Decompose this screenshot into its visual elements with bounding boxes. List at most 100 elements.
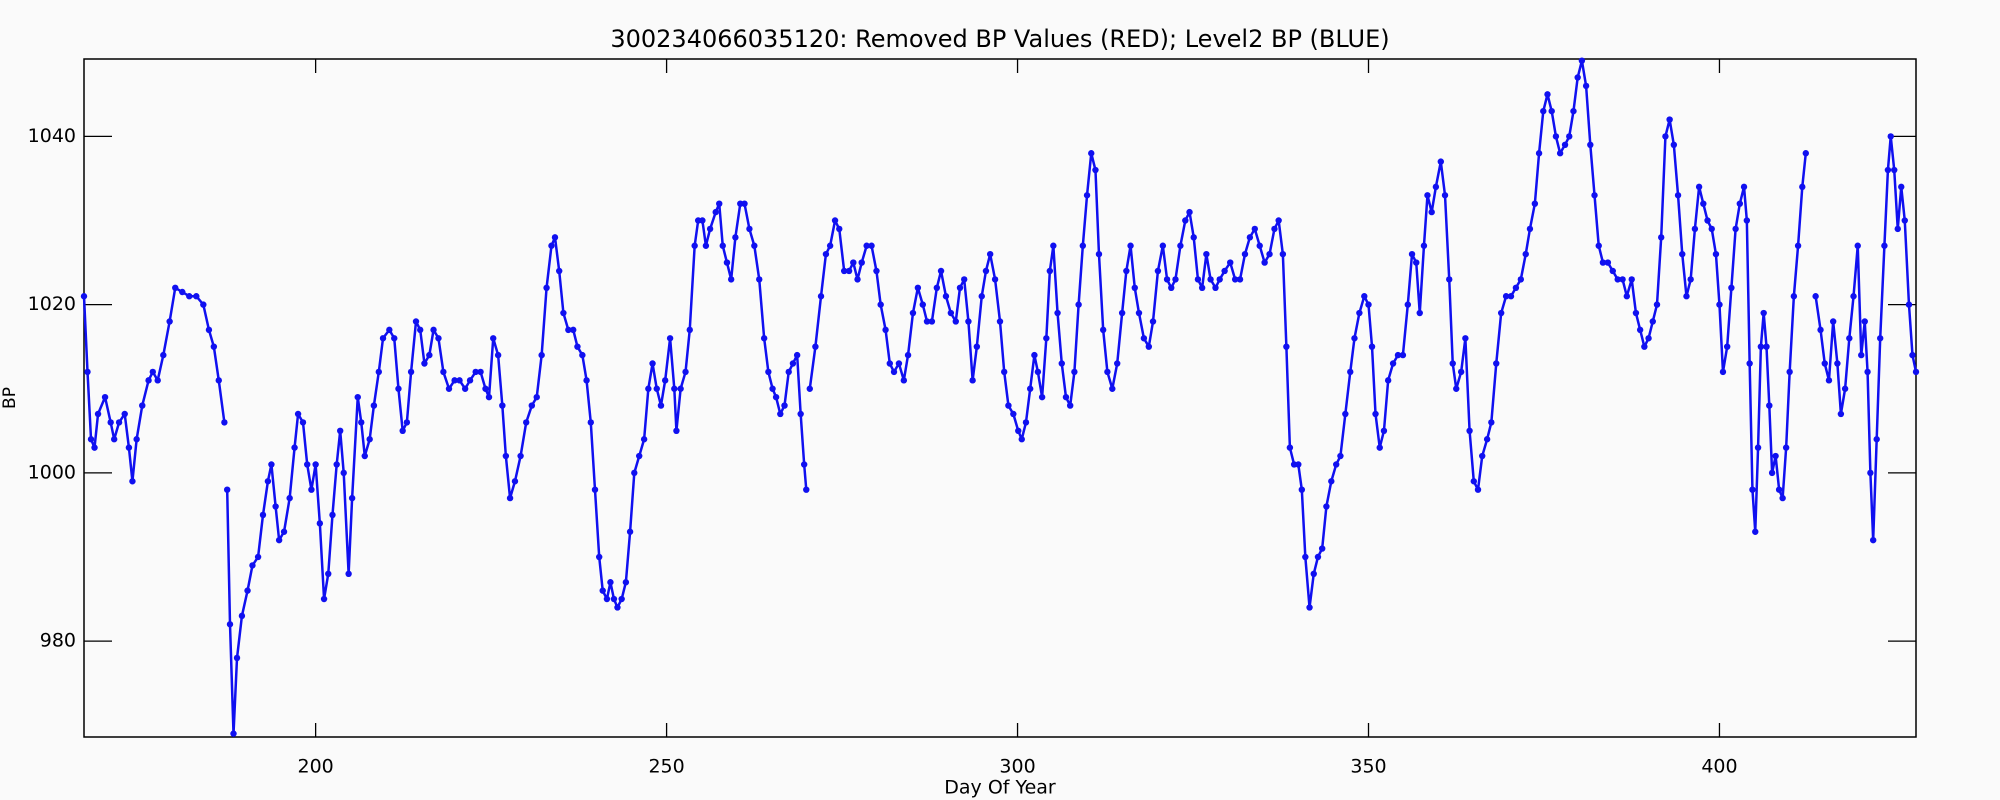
data-point: [1636, 326, 1644, 334]
data-point: [1670, 141, 1678, 149]
data-point: [1782, 444, 1790, 451]
data-point: [1140, 335, 1148, 342]
data-point: [1658, 234, 1665, 241]
data-point: [548, 242, 555, 249]
data-point: [375, 368, 383, 376]
data-point: [1227, 259, 1234, 266]
data-point: [570, 326, 577, 334]
data-point: [1182, 217, 1189, 224]
data-point: [399, 427, 406, 435]
data-point: [485, 393, 493, 401]
data-point: [1083, 192, 1091, 199]
data-point: [1825, 377, 1833, 384]
data-point: [800, 461, 808, 468]
data-point: [426, 351, 433, 359]
data-point: [1384, 377, 1392, 384]
data-point: [560, 309, 567, 317]
data-point: [1261, 259, 1268, 266]
data-point: [1719, 368, 1727, 376]
data-point: [286, 494, 293, 502]
data-point: [101, 393, 109, 401]
data-point: [1641, 343, 1648, 350]
data-point: [280, 528, 288, 535]
data-point: [751, 242, 758, 249]
data-point: [1786, 368, 1793, 376]
data-point: [308, 486, 315, 493]
data-point: [1104, 368, 1111, 376]
data-point: [502, 452, 510, 460]
data-point: [1010, 410, 1017, 418]
data-point: [1470, 478, 1477, 485]
data-point: [1231, 276, 1239, 283]
data-point: [1356, 309, 1363, 317]
data-point: [407, 368, 415, 376]
x-tick-label: 200: [297, 756, 333, 778]
data-point: [1526, 225, 1534, 233]
data-point: [803, 486, 810, 493]
data-point: [1683, 293, 1690, 300]
data-point: [1645, 335, 1652, 342]
data-point: [858, 259, 865, 266]
data-point: [1628, 276, 1635, 283]
data-point: [268, 461, 275, 468]
data-point: [1604, 259, 1612, 266]
data-point: [1071, 368, 1078, 376]
data-point: [1898, 183, 1905, 191]
data-point: [1190, 234, 1197, 241]
data-point: [1623, 293, 1631, 300]
data-point: [1552, 133, 1560, 140]
data-point: [1416, 309, 1423, 317]
data-point: [1474, 486, 1482, 493]
data-point: [1432, 183, 1440, 191]
data-point: [686, 326, 693, 334]
data-point: [649, 360, 656, 367]
data-point: [831, 217, 839, 224]
x-tick-label: 350: [1350, 756, 1386, 778]
data-point: [636, 452, 643, 460]
data-point: [430, 326, 437, 334]
data-point: [215, 377, 222, 384]
data-point: [80, 293, 88, 300]
data-point: [699, 217, 706, 224]
data-point: [769, 385, 776, 392]
data-point: [1540, 107, 1547, 115]
data-point: [789, 360, 797, 367]
data-point: [125, 444, 133, 451]
data-point: [1716, 301, 1723, 308]
data-point: [1424, 192, 1431, 199]
data-point: [84, 368, 91, 376]
data-point: [1740, 183, 1748, 191]
data-point: [565, 326, 572, 334]
data-point: [1114, 360, 1121, 367]
data-point: [238, 612, 246, 620]
data-point: [1912, 368, 1920, 376]
data-point: [1877, 335, 1884, 342]
data-point: [107, 419, 114, 426]
data-point: [1453, 385, 1460, 392]
data-point: [186, 293, 193, 300]
data-point: [1599, 259, 1607, 266]
data-point: [320, 595, 328, 603]
data-point: [417, 326, 424, 334]
data-point: [781, 402, 788, 409]
data-point: [316, 520, 324, 527]
data-point: [1337, 452, 1344, 460]
data-point: [1712, 250, 1720, 258]
data-point: [386, 326, 393, 334]
data-point: [272, 503, 279, 510]
data-point: [1544, 91, 1551, 98]
data-point: [361, 452, 368, 460]
data-point: [1884, 166, 1892, 174]
data-point: [631, 469, 638, 477]
data-point: [1127, 242, 1134, 249]
data-point: [1493, 360, 1500, 367]
data-point: [412, 318, 420, 325]
data-point: [1752, 528, 1759, 535]
data-point: [1775, 486, 1783, 493]
data-point: [1662, 133, 1669, 140]
data-point: [91, 444, 98, 451]
data-point: [1763, 343, 1770, 350]
data-point: [727, 276, 735, 283]
